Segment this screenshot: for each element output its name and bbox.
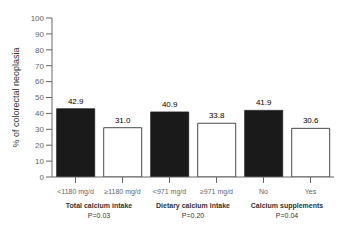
- svg-text:80: 80: [35, 46, 44, 55]
- svg-text:% of colorectal neoplasia: % of colorectal neoplasia: [11, 47, 21, 147]
- svg-text:≥971 mg/d: ≥971 mg/d: [200, 188, 233, 196]
- svg-text:100: 100: [31, 14, 45, 23]
- svg-text:41.9: 41.9: [256, 98, 272, 107]
- svg-text:Dietary calcium intake: Dietary calcium intake: [156, 202, 230, 210]
- svg-text:≥1180 mg/d: ≥1180 mg/d: [104, 188, 141, 196]
- svg-text:30: 30: [35, 125, 44, 134]
- svg-text:P=0.03: P=0.03: [88, 212, 110, 219]
- svg-text:60: 60: [35, 77, 44, 86]
- svg-text:<971 mg/d: <971 mg/d: [153, 188, 186, 196]
- svg-text:P=0.20: P=0.20: [182, 212, 204, 219]
- svg-text:Calcium supplements: Calcium supplements: [251, 202, 323, 210]
- svg-text:31.0: 31.0: [115, 116, 131, 125]
- svg-text:20: 20: [35, 141, 44, 150]
- svg-text:P=0.04: P=0.04: [276, 212, 298, 219]
- svg-text:Yes: Yes: [305, 188, 317, 195]
- svg-text:50: 50: [35, 93, 44, 102]
- svg-text:33.8: 33.8: [209, 111, 225, 120]
- svg-text:No: No: [259, 188, 268, 195]
- svg-text:40: 40: [35, 109, 44, 118]
- svg-text:70: 70: [35, 62, 44, 71]
- svg-text:Total calcium intake: Total calcium intake: [66, 202, 132, 209]
- svg-text:0: 0: [40, 173, 45, 182]
- svg-text:<1180 mg/d: <1180 mg/d: [57, 188, 94, 196]
- svg-text:42.9: 42.9: [68, 97, 84, 106]
- svg-text:40.9: 40.9: [162, 100, 178, 109]
- svg-text:10: 10: [35, 157, 44, 166]
- svg-text:90: 90: [35, 30, 44, 39]
- svg-text:30.6: 30.6: [303, 116, 319, 125]
